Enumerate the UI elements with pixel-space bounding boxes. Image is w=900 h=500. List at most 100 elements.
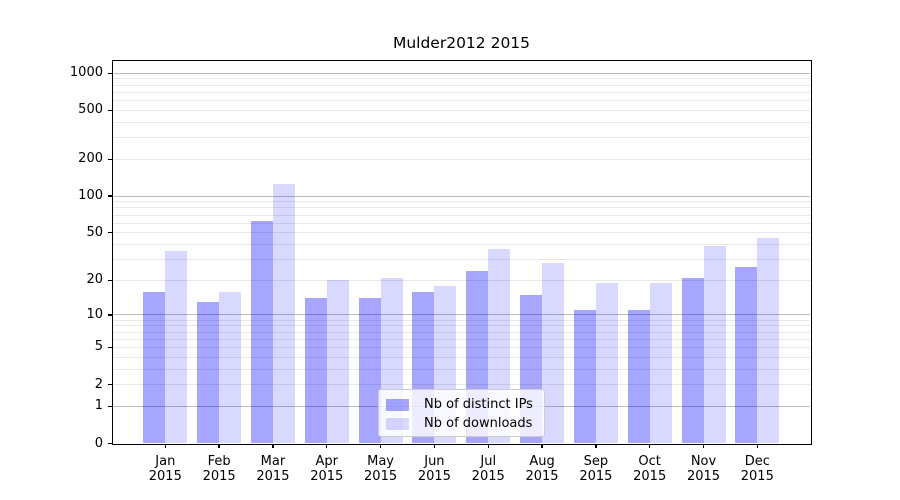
y-tick-mark xyxy=(108,314,113,316)
y-tick-label: 50 xyxy=(86,224,103,240)
x-tick-year: 2015 xyxy=(364,469,398,484)
y-tick-label: 0 xyxy=(94,435,103,451)
bar-distinct-ips-feb xyxy=(197,302,220,444)
y-gridline-minor xyxy=(113,222,810,224)
bar-downloads-sep xyxy=(595,282,618,444)
y-tick-label: 200 xyxy=(78,151,103,167)
x-tick-label: Jun 2015 xyxy=(404,454,464,484)
x-tick-year: 2015 xyxy=(256,469,290,484)
y-tick-label: 500 xyxy=(78,102,103,118)
y-tick-mark xyxy=(108,405,113,407)
y-tick-label: 2 xyxy=(94,376,103,392)
x-tick-label: Feb 2015 xyxy=(189,454,249,484)
x-tick-month: Apr xyxy=(315,454,339,469)
x-tick-mark xyxy=(756,443,758,448)
y-tick-mark xyxy=(108,346,113,349)
bar-distinct-ips-may xyxy=(358,298,381,444)
bar-distinct-ips-nov xyxy=(681,277,704,444)
y-gridline-minor xyxy=(113,384,810,386)
bar-downloads-aug xyxy=(542,263,565,444)
legend-swatch xyxy=(386,398,409,411)
y-tick-label: 5 xyxy=(94,339,103,355)
bar-downloads-mar xyxy=(272,184,295,444)
x-tick-year: 2015 xyxy=(740,469,774,484)
legend: Nb of distinct IPs Nb of downloads xyxy=(378,388,545,437)
y-gridline-minor xyxy=(113,201,810,203)
x-tick-mark xyxy=(702,443,705,448)
y-gridline-minor xyxy=(113,91,810,93)
y-tick-label: 1000 xyxy=(69,65,103,81)
x-tick-label: Oct 2015 xyxy=(620,454,680,484)
x-tick-month: Dec xyxy=(744,454,770,469)
x-tick-mark xyxy=(379,443,382,448)
y-tick-mark xyxy=(108,442,113,445)
y-gridline-minor xyxy=(113,109,810,111)
x-tick-label: Dec 2015 xyxy=(727,454,787,484)
y-tick-label: 10 xyxy=(86,306,103,322)
x-tick-label: Aug 2015 xyxy=(512,454,572,484)
legend-entry: Nb of distinct IPs xyxy=(386,396,537,414)
x-tick-month: Sep xyxy=(583,454,609,469)
x-tick-year: 2015 xyxy=(202,469,236,484)
y-gridline-minor xyxy=(113,346,810,348)
y-gridline-minor xyxy=(113,258,810,260)
x-tick-month: Jun xyxy=(424,454,445,469)
y-gridline-minor xyxy=(113,232,810,234)
x-tick-mark xyxy=(541,443,543,448)
y-tick-mark xyxy=(108,232,113,234)
y-gridline-minor xyxy=(113,356,810,358)
x-tick-year: 2015 xyxy=(633,469,667,484)
bar-distinct-ips-mar xyxy=(250,220,273,444)
x-tick-mark xyxy=(272,443,274,448)
y-tick-mark xyxy=(108,279,113,281)
y-gridline-minor xyxy=(113,78,810,80)
y-gridline-minor xyxy=(113,214,810,216)
legend-label: Nb of distinct IPs xyxy=(424,396,533,412)
y-gridline-minor xyxy=(113,279,810,281)
y-gridline-minor xyxy=(113,338,810,340)
y-gridline-minor xyxy=(113,243,810,245)
chart-title: Mulder2012 2015 xyxy=(392,34,531,52)
legend-label: Nb of downloads xyxy=(424,415,533,431)
bar-downloads-dec xyxy=(757,238,780,444)
bar-downloads-feb xyxy=(219,291,242,444)
bar-distinct-ips-apr xyxy=(304,298,327,444)
y-tick-mark xyxy=(108,109,113,111)
x-tick-year: 2015 xyxy=(686,469,721,484)
x-tick-label: Sep 2015 xyxy=(566,454,626,484)
bar-downloads-apr xyxy=(326,280,349,444)
y-tick-mark xyxy=(108,195,113,197)
y-gridline-minor xyxy=(113,84,810,86)
y-tick-label: 100 xyxy=(78,188,103,204)
bar-downloads-nov xyxy=(703,245,726,444)
y-gridline-minor xyxy=(113,331,810,333)
x-tick-mark xyxy=(487,443,489,448)
y-gridline-minor xyxy=(113,158,810,160)
x-tick-year: 2015 xyxy=(310,469,344,484)
x-tick-label: Jan 2015 xyxy=(135,454,195,484)
y-gridline-minor xyxy=(113,137,810,139)
bar-distinct-ips-jan xyxy=(143,291,166,444)
y-tick-label: 20 xyxy=(86,272,103,288)
y-gridline-major xyxy=(113,314,810,316)
x-tick-month: Aug xyxy=(529,454,555,469)
x-tick-mark xyxy=(164,443,166,448)
y-tick-mark xyxy=(108,158,113,160)
x-tick-year: 2015 xyxy=(525,469,559,484)
y-gridline-major xyxy=(113,72,810,74)
x-tick-mark xyxy=(433,443,436,448)
x-tick-label: May 2015 xyxy=(351,454,411,484)
bar-distinct-ips-oct xyxy=(627,310,650,444)
x-tick-month: Nov xyxy=(690,454,717,469)
x-tick-month: Feb xyxy=(207,454,231,469)
x-tick-year: 2015 xyxy=(471,469,505,484)
y-gridline-major xyxy=(113,195,810,197)
y-gridline-minor xyxy=(113,207,810,209)
y-gridline-minor xyxy=(113,100,810,102)
y-gridline-minor xyxy=(113,368,810,370)
x-tick-year: 2015 xyxy=(417,469,451,484)
x-tick-mark xyxy=(649,443,651,448)
x-tick-year: 2015 xyxy=(579,469,613,484)
x-tick-label: Mar 2015 xyxy=(243,454,303,484)
